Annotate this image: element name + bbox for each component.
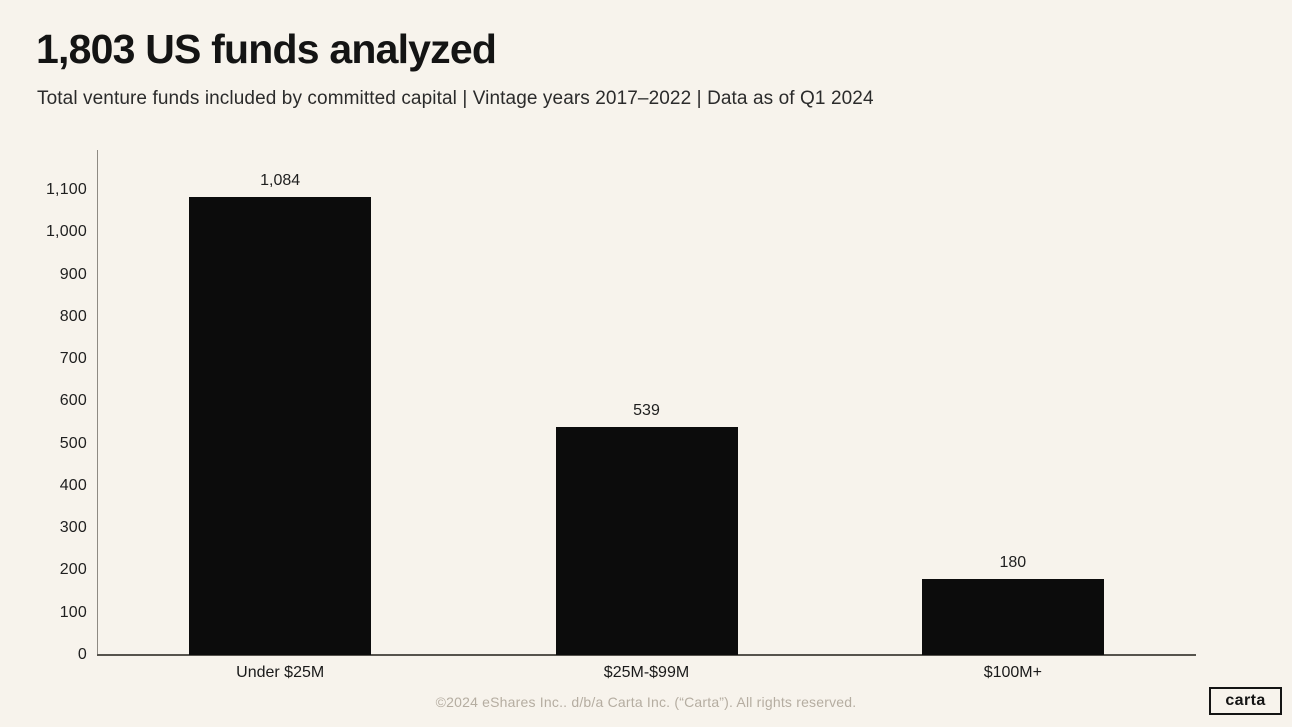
y-tick-label: 700 — [59, 350, 87, 368]
x-category-label: $25M-$99M — [603, 664, 690, 681]
x-axis-line — [97, 654, 1196, 656]
carta-logo-text: carta — [1225, 691, 1266, 709]
carta-logo: carta — [1209, 687, 1282, 715]
y-tick-label: 900 — [59, 265, 87, 283]
y-tick-label: 500 — [59, 434, 87, 452]
y-tick-label: 300 — [59, 519, 87, 537]
bar-under-25m — [189, 196, 372, 655]
x-category-label: $100M+ — [983, 664, 1042, 681]
x-category-label: Under $25M — [236, 664, 325, 681]
bar-value-label: 1,084 — [260, 171, 301, 189]
y-tick-label: 800 — [59, 307, 87, 325]
bar-value-label: 180 — [999, 553, 1027, 571]
y-tick-label: 1,000 — [45, 223, 87, 241]
plot-area: 0 100 200 300 400 500 600 700 800 900 1,000 1,100 1,… — [46, 150, 1196, 681]
y-tick-label: 0 — [77, 646, 87, 663]
copyright-text: ©2024 eShares Inc.. d/b/a Carta Inc. (“C… — [435, 694, 857, 710]
bar-value-label: 539 — [633, 402, 660, 420]
y-tick-label: 400 — [59, 476, 87, 494]
y-tick-label: 1,100 — [45, 181, 87, 198]
page-title: 1,803 US funds analyzed — [36, 26, 497, 72]
y-tick-label: 200 — [59, 561, 87, 579]
y-tick-label: 600 — [59, 392, 87, 410]
bar--25m-99m — [555, 427, 738, 655]
y-axis-line — [97, 150, 98, 655]
page-subtitle: Total venture funds included by committe… — [37, 88, 874, 109]
y-tick-label: 100 — [59, 603, 87, 621]
bar--100m- — [921, 578, 1104, 655]
